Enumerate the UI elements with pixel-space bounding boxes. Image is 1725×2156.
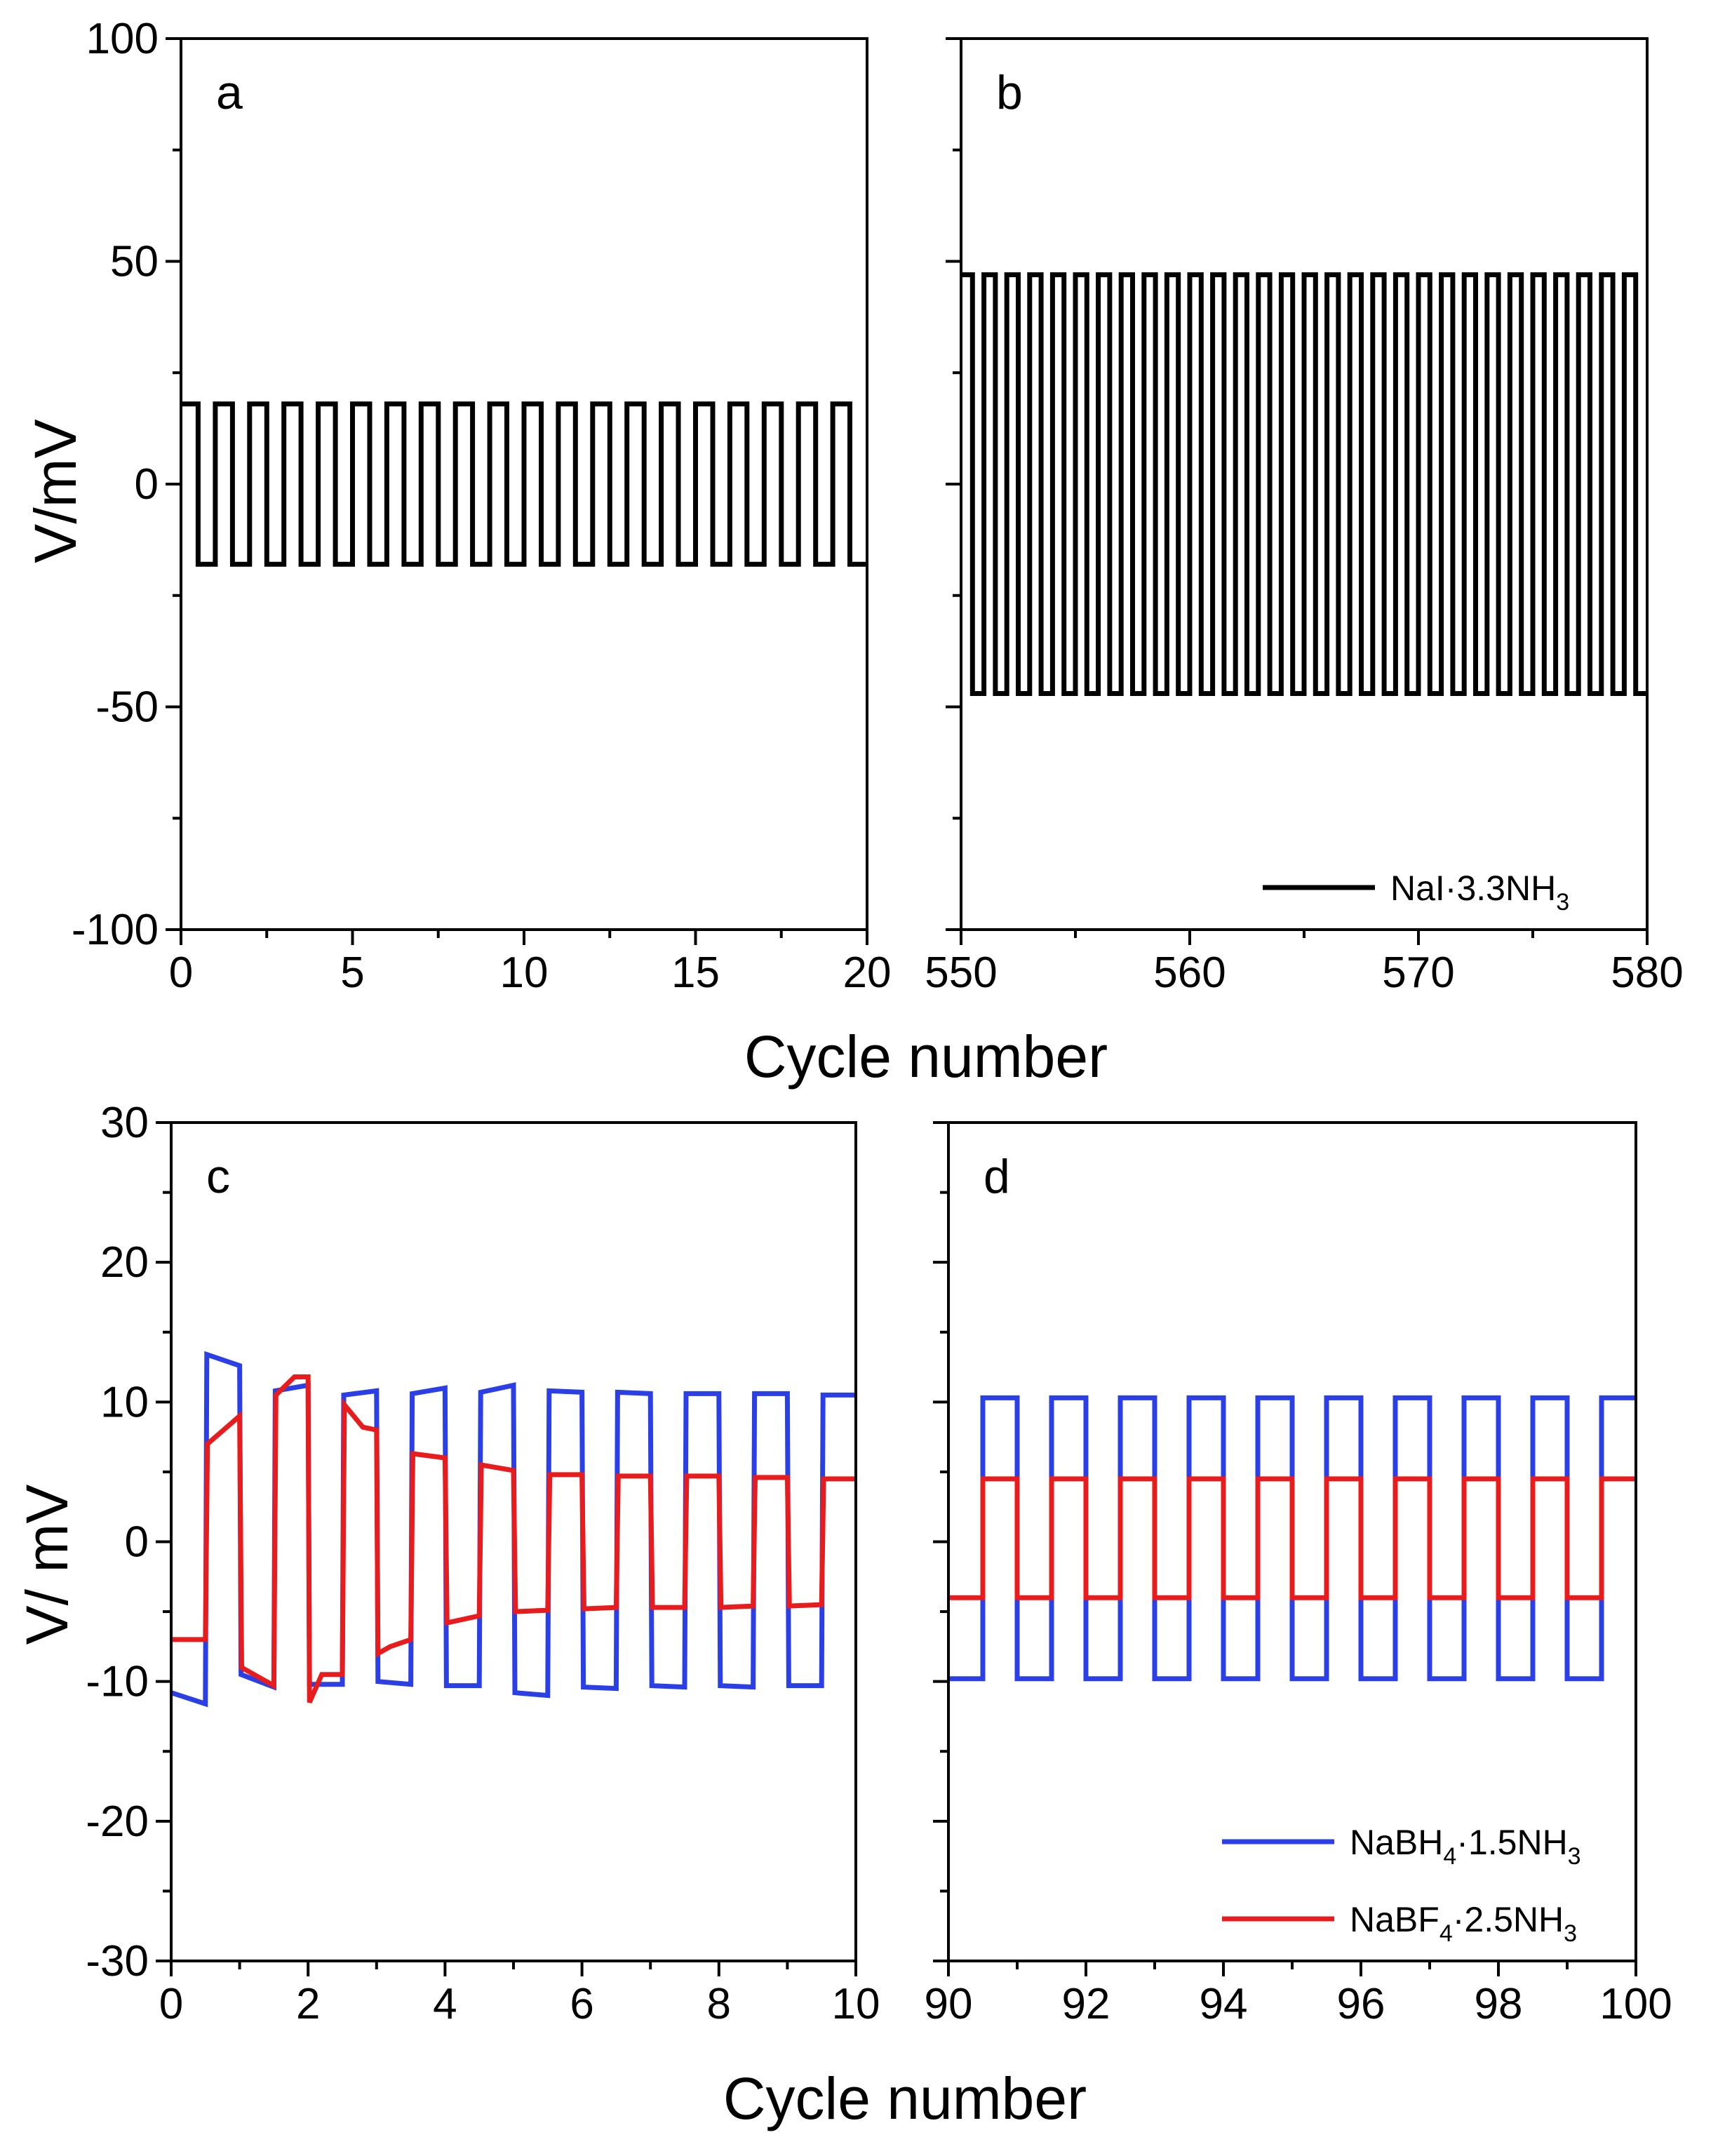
y-tick-label-c: 0 [125, 1518, 149, 1567]
x-tick-label-c: 10 [832, 1980, 880, 2028]
x-tick-label-a: 5 [340, 949, 364, 997]
y-tick-label-a: 50 [110, 238, 159, 286]
panel-c: 0 2 4 6 8 10 -30 -20 -10 0 10 20 30 c [86, 1099, 880, 2028]
x-tick-label-a: 0 [169, 949, 193, 997]
y-tick-label-a: 0 [135, 460, 159, 509]
bottom-y-axis-title: V/ mV [14, 1485, 80, 1645]
x-tick-label-d: 94 [1200, 1980, 1248, 2028]
x-tick-label-b: 550 [925, 949, 997, 997]
x-tick-label-c: 0 [159, 1980, 183, 2028]
panel-letter-d: d [984, 1150, 1010, 1203]
panel-d: 90 92 94 96 98 100 d NaBH4·1.5NH3 NaBF4·2.5NH3 [925, 1121, 1672, 2028]
panel-b: 550 560 570 580 b NaI·3.3NH3 [925, 37, 1684, 997]
legend-label-d: NaBH4·1.5NH3 [1350, 1823, 1581, 1870]
y-tick-label-a: -50 [95, 683, 159, 732]
x-tick-label-c: 8 [707, 1980, 731, 2028]
panel-letter-c: c [206, 1150, 230, 1203]
y-tick-label-c: -10 [86, 1658, 149, 1706]
series-line-c-1 [171, 1374, 856, 1703]
legend-label-b: NaI·3.3NH3 [1390, 869, 1569, 916]
series-line-b-0 [961, 272, 1647, 696]
x-tick-label-d: 90 [925, 1980, 973, 2028]
bottom-x-axis-title: Cycle number [723, 2065, 1087, 2131]
panel-letter-b: b [996, 66, 1023, 119]
x-tick-label-c: 6 [570, 1980, 593, 2028]
series-line-d-1 [948, 1476, 1636, 1600]
x-tick-label-c: 4 [433, 1980, 457, 2028]
y-tick-label-c: -20 [86, 1797, 149, 1846]
x-tick-label-d: 96 [1337, 1980, 1385, 2028]
x-tick-label-c: 2 [296, 1980, 320, 2028]
x-tick-label-a: 10 [500, 949, 549, 997]
top-y-axis-title: V/mV [22, 419, 88, 563]
y-tick-label-c: -30 [86, 1937, 149, 1986]
y-tick-label-c: 20 [100, 1238, 149, 1287]
x-tick-label-b: 570 [1382, 949, 1454, 997]
x-tick-label-d: 92 [1062, 1980, 1110, 2028]
panel-a: 0 5 10 15 20 -100 -50 0 50 100 a [72, 15, 892, 997]
top-x-axis-title: Cycle number [744, 1024, 1108, 1090]
legend-label-d: NaBF4·2.5NH3 [1350, 1900, 1577, 1947]
series-line-a-0 [181, 401, 867, 567]
x-tick-label-a: 15 [671, 949, 720, 997]
y-tick-label-a: 100 [86, 15, 159, 63]
panel-letter-a: a [216, 66, 243, 119]
x-tick-label-b: 580 [1611, 949, 1683, 997]
x-tick-label-d: 98 [1475, 1980, 1523, 2028]
y-tick-label-c: 10 [100, 1378, 149, 1426]
y-tick-label-c: 30 [100, 1099, 149, 1147]
x-tick-label-d: 100 [1599, 1980, 1672, 2028]
x-tick-label-b: 560 [1153, 949, 1226, 997]
y-tick-label-a: -100 [72, 906, 159, 954]
x-tick-label-a: 20 [843, 949, 892, 997]
